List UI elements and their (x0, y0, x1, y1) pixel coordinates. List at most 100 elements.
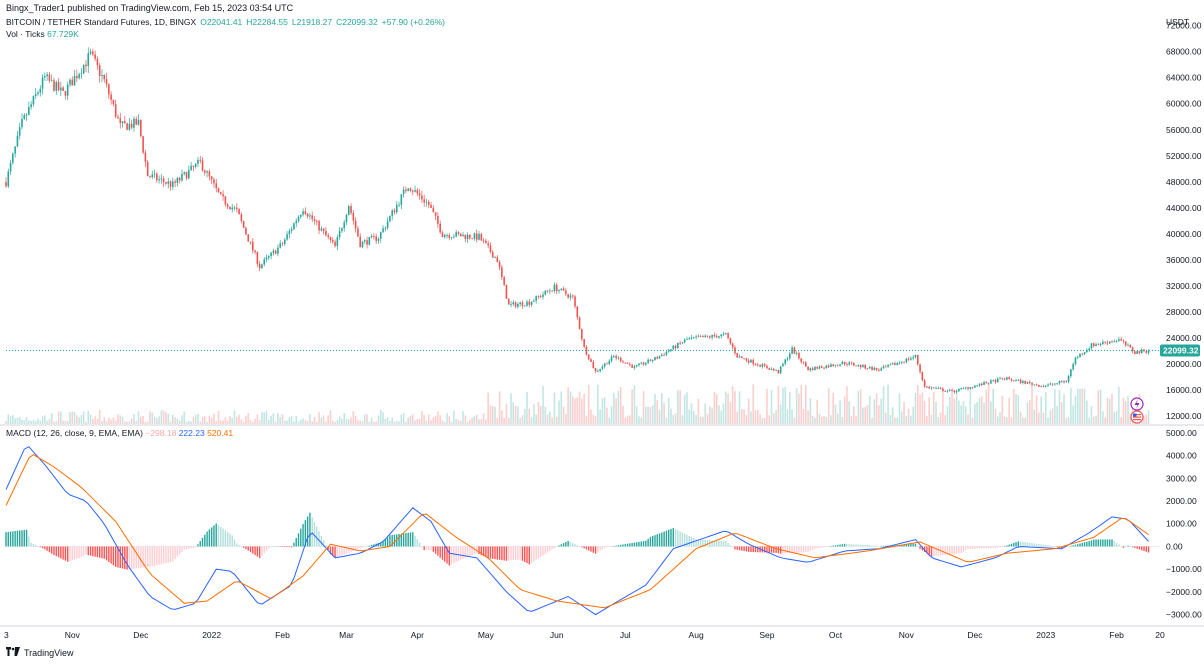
candle-body (955, 391, 958, 393)
candle-body (553, 284, 556, 291)
macd-histogram-bar (1010, 543, 1013, 547)
candle-body (473, 233, 476, 239)
macd-histogram-bar (725, 541, 727, 547)
macd-histogram-bar (1113, 541, 1115, 547)
volume-bar (167, 413, 170, 424)
volume-bar (729, 402, 732, 424)
candle-body (510, 304, 512, 305)
macd-histogram-bar (715, 540, 718, 547)
volume-bar (73, 411, 76, 424)
candle-body (850, 362, 853, 364)
volume-bar (258, 419, 261, 424)
flash-icon[interactable] (1130, 397, 1144, 411)
macd-histogram-bar (441, 546, 444, 560)
tradingview-logo[interactable]: TradingView (6, 647, 74, 659)
volume-bar (736, 411, 739, 424)
macd-histogram-bar (430, 546, 432, 550)
volume-bar (130, 418, 133, 424)
macd-histogram-bar (610, 546, 613, 547)
macd-histogram-bar (967, 546, 969, 549)
volume-bar (361, 421, 364, 424)
us-flag-icon[interactable] (1130, 410, 1144, 424)
macd-histogram-bar (87, 546, 89, 556)
macd-histogram-bar (1127, 545, 1129, 547)
candle-body (1015, 380, 1017, 381)
volume-bar (537, 402, 540, 424)
macd-histogram-bar (1083, 542, 1086, 547)
candle-body (1065, 381, 1068, 383)
macd-histogram-bar (562, 543, 565, 547)
volume-bar (1044, 392, 1047, 424)
volume-bar (800, 384, 803, 424)
macd-histogram-bar (224, 530, 227, 547)
volume-bar (149, 411, 151, 424)
macd-histogram-bar (1120, 546, 1122, 547)
candle-body (622, 361, 624, 363)
macd-histogram-bar (640, 541, 642, 547)
macd-histogram-bar (135, 546, 137, 569)
volume-bar (919, 394, 921, 424)
volume-bar (71, 411, 74, 424)
candle-body (720, 334, 723, 337)
macd-histogram-bar (108, 546, 110, 562)
macd-histogram-bar (789, 546, 791, 554)
candle-body (23, 115, 26, 119)
macd-histogram-bar (352, 546, 355, 552)
candle-body (363, 240, 366, 242)
candle-body (503, 277, 505, 285)
macd-label[interactable]: MACD (12, 26, close, 9, EMA, EMA) (6, 428, 143, 438)
volume-bar (459, 420, 462, 424)
macd-histogram-bar (665, 530, 668, 547)
macd-histogram-bar (492, 546, 494, 559)
volume-bar (57, 411, 60, 424)
macd-histogram-bar (277, 546, 279, 547)
volume-bar (779, 404, 782, 424)
volume-bar (1086, 400, 1088, 424)
macd-histogram-bar (631, 542, 633, 547)
macd-histogram-bar (1141, 546, 1143, 551)
candle-body (992, 380, 994, 381)
symbol-label[interactable]: BITCOIN / TETHER Standard Futures, 1D, B… (6, 17, 197, 27)
candle-body (50, 80, 53, 82)
volume-bar (240, 419, 243, 424)
volume-bar (875, 393, 878, 424)
volume-bar (880, 398, 883, 424)
candle-body (779, 366, 782, 374)
macd-histogram-bar (156, 546, 158, 566)
macd-histogram-bar (688, 535, 690, 547)
candle-body (610, 356, 613, 361)
candle-body (199, 159, 202, 161)
macd-histogram-bar (565, 542, 567, 547)
volume-bar (971, 417, 974, 424)
candle-body (25, 114, 28, 116)
macd-histogram-bar (1095, 539, 1097, 547)
macd-tick-label: 1000.00 (1166, 519, 1197, 529)
volume-bar (322, 415, 325, 424)
macd-histogram-bar (597, 546, 599, 553)
macd-histogram-bar (540, 546, 542, 557)
volume-bar (64, 420, 67, 424)
candle-body (841, 362, 844, 365)
macd-histogram-bar (263, 546, 265, 554)
macd-histogram-bar (473, 546, 476, 555)
volume-label[interactable]: Vol · Ticks (6, 29, 45, 39)
candle-body (960, 388, 962, 389)
candle-body (315, 220, 318, 222)
volume-bar (519, 417, 521, 424)
candle-body (306, 213, 309, 217)
candle-body (501, 267, 503, 278)
candle-body (1060, 381, 1063, 383)
volume-bar (140, 416, 142, 424)
candle-body (366, 240, 368, 245)
macd-histogram-bar (229, 533, 231, 547)
candle-body (1049, 383, 1052, 385)
candle-body (73, 76, 76, 86)
candle-body (1095, 344, 1097, 347)
macd-histogram-bar (542, 546, 544, 556)
time-tick-label: 2022 (202, 630, 221, 640)
candle-body (923, 380, 926, 387)
candle-body (871, 366, 873, 371)
candle-body (592, 361, 595, 369)
candle-body (1047, 384, 1049, 386)
